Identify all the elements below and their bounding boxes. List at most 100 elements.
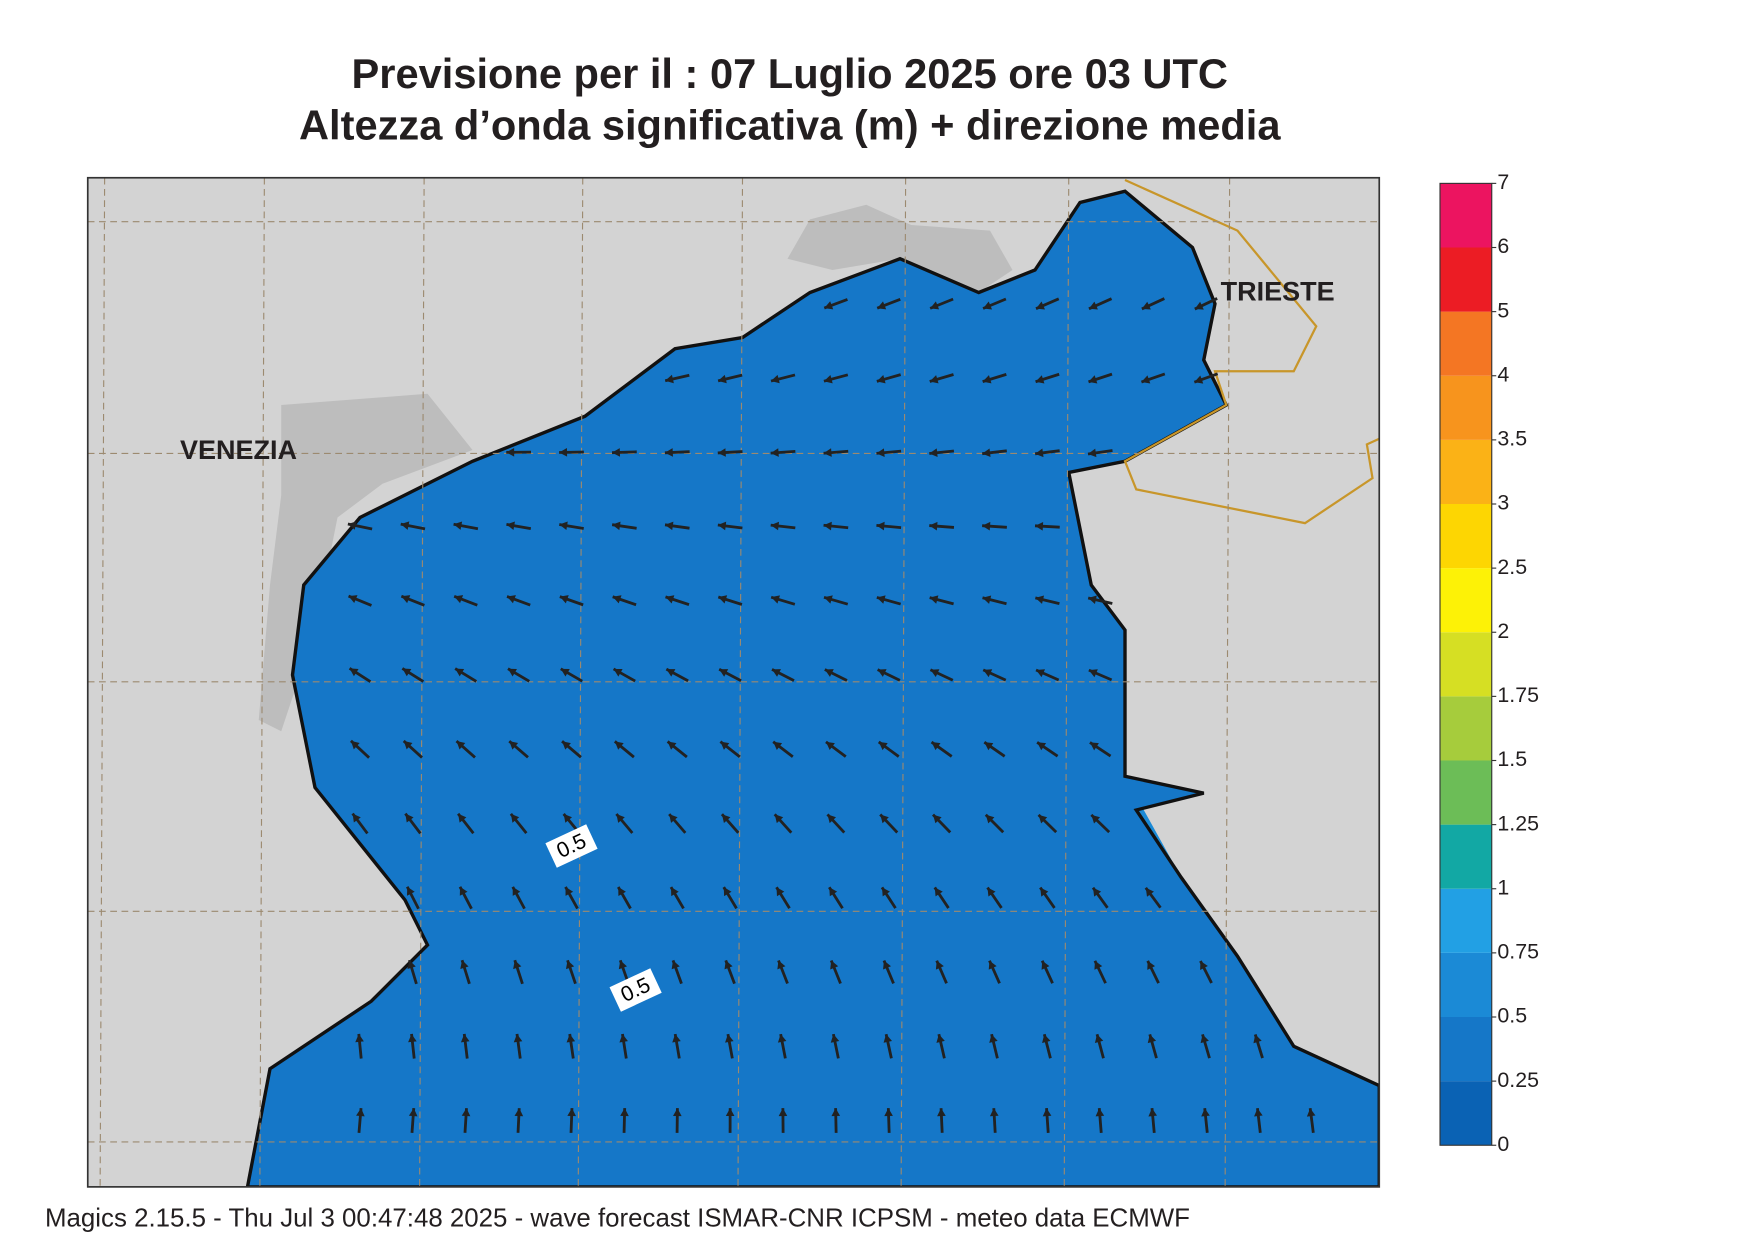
arrow-head bbox=[456, 741, 466, 750]
arrow-head bbox=[1036, 669, 1046, 678]
arrow-head bbox=[669, 814, 678, 823]
colorbar-frame bbox=[1439, 182, 1493, 1146]
arrow-head bbox=[1035, 521, 1044, 531]
arrow-head bbox=[984, 742, 994, 751]
arrow-head bbox=[884, 1108, 893, 1117]
colorbar-label: 4 bbox=[1497, 362, 1509, 386]
arrow-head bbox=[665, 374, 674, 384]
arrow-head bbox=[1094, 960, 1103, 970]
arrow-head bbox=[672, 1108, 682, 1117]
colorbar-band bbox=[1440, 632, 1492, 697]
arrow-head bbox=[400, 521, 410, 530]
arrow-head bbox=[348, 595, 358, 604]
arrow-head bbox=[403, 740, 413, 750]
arrow-head bbox=[878, 741, 888, 751]
colorbar-label: 1.5 bbox=[1497, 747, 1527, 771]
arrow-head bbox=[987, 887, 996, 897]
arrow-head bbox=[407, 960, 416, 969]
arrow-head bbox=[823, 448, 832, 457]
arrow-head bbox=[618, 960, 627, 970]
label-box bbox=[545, 824, 598, 868]
border bbox=[1123, 178, 1380, 525]
arrow-head bbox=[1141, 375, 1151, 384]
place-label: VENEZIA bbox=[180, 435, 297, 465]
arrow-head bbox=[771, 374, 780, 384]
arrow-head bbox=[612, 595, 622, 604]
arrow-head bbox=[880, 814, 889, 824]
arrow-head bbox=[667, 741, 677, 750]
arrow-head bbox=[771, 669, 781, 677]
arrow-head bbox=[402, 668, 412, 677]
arrow-head bbox=[824, 301, 834, 310]
arrow-head bbox=[612, 521, 621, 531]
colorbar-band bbox=[1440, 439, 1492, 504]
colorbar-label: 0.75 bbox=[1497, 940, 1539, 964]
colorbar-band bbox=[1440, 696, 1492, 761]
arrow-head bbox=[983, 301, 993, 310]
arrow-head bbox=[930, 669, 940, 678]
arrow-head bbox=[560, 668, 570, 677]
arrow-head bbox=[567, 1108, 576, 1117]
arrow-head bbox=[1253, 1034, 1262, 1044]
arrow-head bbox=[666, 669, 676, 677]
arrow-head bbox=[349, 668, 359, 677]
arrow-head bbox=[720, 741, 730, 750]
colorbar-label: 0.25 bbox=[1497, 1068, 1539, 1092]
arrow-head bbox=[513, 1033, 523, 1043]
arrow-head bbox=[1147, 1034, 1157, 1044]
arrow-head bbox=[408, 1108, 418, 1117]
arrow-head bbox=[725, 1108, 735, 1117]
arrow-head bbox=[937, 1108, 946, 1117]
colorbar-band bbox=[1440, 311, 1492, 376]
arrow-head bbox=[506, 447, 515, 457]
arrow-head bbox=[825, 741, 835, 751]
arrow-head bbox=[405, 813, 414, 823]
arrow-head bbox=[989, 1034, 998, 1043]
arrow-head bbox=[460, 960, 469, 970]
arrow-head bbox=[563, 813, 572, 823]
arrow-head bbox=[770, 448, 779, 457]
arrow-head bbox=[618, 886, 626, 896]
subtitle: Altezza d’onda significativa (m) + direz… bbox=[299, 102, 1281, 149]
arrow-head bbox=[408, 1033, 417, 1043]
arrow-head bbox=[988, 960, 997, 970]
arrow-head bbox=[613, 668, 623, 677]
arrow-head bbox=[824, 669, 834, 677]
arrow-head bbox=[510, 813, 520, 823]
arrow-head bbox=[725, 1034, 734, 1043]
arrow-head bbox=[777, 960, 786, 970]
arrow-head bbox=[459, 886, 468, 896]
arrow-head bbox=[1093, 887, 1102, 897]
arrow-head bbox=[935, 960, 944, 970]
arrow-head bbox=[776, 887, 785, 897]
footer: Magics 2.15.5 - Thu Jul 3 00:47:48 2025 … bbox=[45, 1204, 1190, 1232]
arrow-head bbox=[1088, 375, 1098, 384]
arrow-head bbox=[876, 375, 886, 384]
arrow-head bbox=[823, 374, 833, 384]
arrow-head bbox=[350, 740, 360, 750]
arrow-head bbox=[719, 669, 729, 677]
arrow-head bbox=[1040, 887, 1049, 897]
arrow-head bbox=[877, 669, 887, 677]
arrow-head bbox=[883, 1034, 893, 1043]
colorbar-band bbox=[1440, 375, 1492, 440]
arrow-head bbox=[1194, 301, 1204, 310]
arrow-head bbox=[983, 669, 993, 678]
colorbar: 0 0.25 0.5 0.75 1 1.25 1.5 1.75 2 2.5 3 3.5 4 5 6 7 bbox=[1439, 170, 1539, 1156]
arrow-head bbox=[664, 521, 674, 531]
arrow-head bbox=[664, 448, 673, 457]
colorbar-band bbox=[1440, 1017, 1492, 1082]
arrow-head bbox=[454, 595, 464, 604]
arrow-head bbox=[665, 595, 675, 604]
arrow-head bbox=[1306, 1108, 1316, 1117]
colorbar-label: 0.5 bbox=[1497, 1004, 1527, 1028]
arrow-head bbox=[612, 448, 621, 457]
arrow-head bbox=[989, 1108, 999, 1117]
map-frame bbox=[86, 176, 1381, 1188]
colorbar-band bbox=[1440, 247, 1492, 312]
arrow-head bbox=[458, 813, 467, 823]
colorbar-label: 3.5 bbox=[1497, 427, 1527, 451]
arrow-head bbox=[616, 814, 625, 823]
arrow-head bbox=[507, 595, 516, 604]
